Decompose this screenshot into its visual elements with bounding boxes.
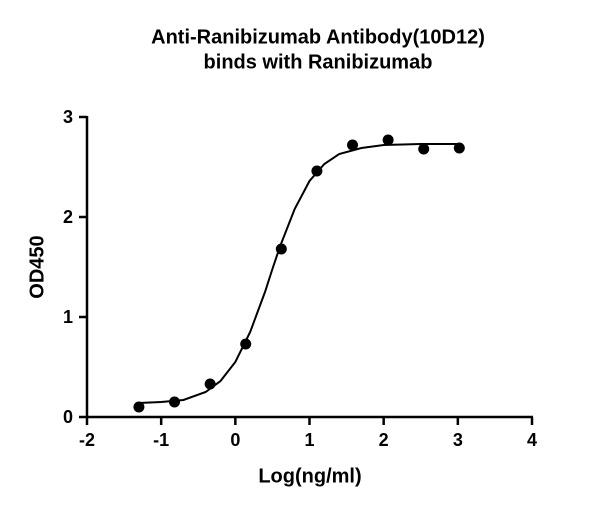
y-axis-label: OD450 bbox=[26, 235, 48, 298]
x-axis-label: Log(ng/ml) bbox=[258, 465, 361, 487]
data-point bbox=[418, 143, 430, 155]
chart-title: Anti-Ranibizumab Antibody(10D12) bbox=[151, 26, 485, 48]
data-point bbox=[347, 139, 359, 151]
x-tick-label: 0 bbox=[230, 430, 240, 450]
y-tick-label: 0 bbox=[63, 407, 73, 427]
y-tick-label: 2 bbox=[63, 207, 73, 227]
y-tick-label: 3 bbox=[63, 107, 73, 127]
x-tick-label: 2 bbox=[379, 430, 389, 450]
data-point bbox=[453, 142, 465, 154]
data-point bbox=[133, 401, 145, 413]
y-tick-label: 1 bbox=[63, 307, 73, 327]
data-point bbox=[169, 396, 181, 408]
x-tick-label: -1 bbox=[153, 430, 169, 450]
data-point bbox=[382, 134, 394, 146]
x-tick-label: -2 bbox=[79, 430, 95, 450]
x-tick-label: 4 bbox=[527, 430, 537, 450]
x-tick-label: 3 bbox=[453, 430, 463, 450]
chart-title: binds with Ranibizumab bbox=[204, 51, 433, 73]
x-tick-label: 1 bbox=[304, 430, 314, 450]
fit-curve bbox=[138, 143, 458, 404]
